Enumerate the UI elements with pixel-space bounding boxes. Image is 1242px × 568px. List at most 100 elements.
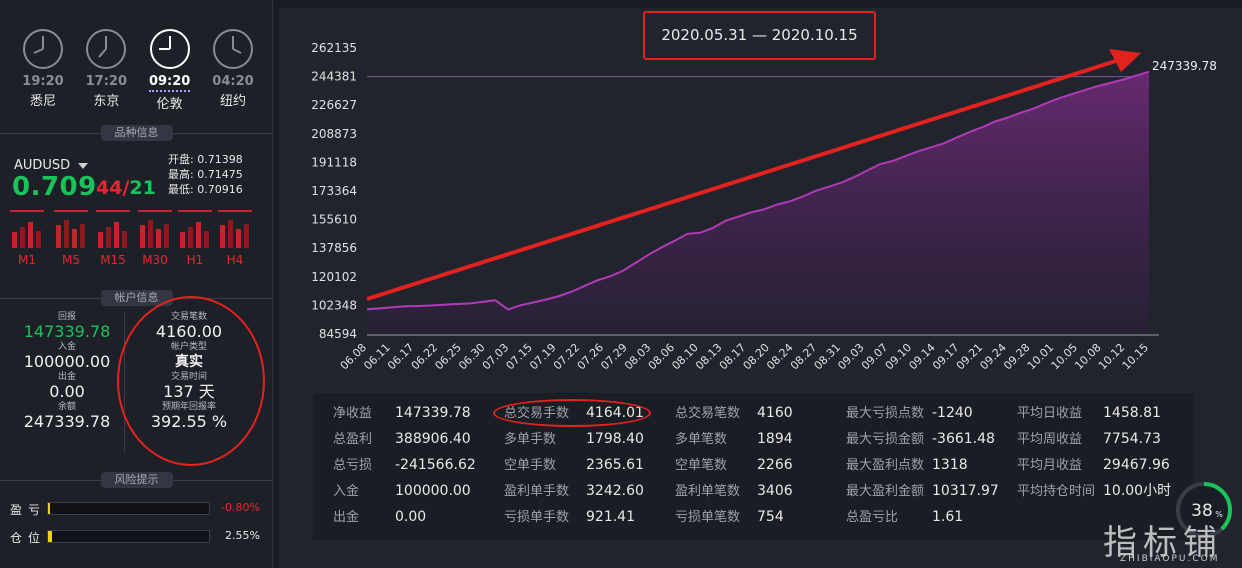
x-tick-label: 08.24 [764,341,795,372]
clock-tokyo[interactable]: 17:20 东京 [81,28,131,120]
stat-value: 29467.96 [1103,457,1170,473]
stat-value: 1798.40 [586,431,644,447]
stat-item: 多单手数 1798.40 [504,429,644,455]
clock-city: 伦敦 [156,97,183,112]
stat-value: 10.00小时 [1103,483,1172,499]
x-tick-label: 08.31 [812,341,843,372]
open-value: 0.71398 [197,153,243,166]
symbol-selector[interactable]: AUDUSD [14,158,89,173]
clock-icon [86,29,127,69]
x-tick-label: 08.20 [741,341,772,372]
x-tick-label: 09.17 [930,341,961,372]
stat-value: 1894 [757,431,793,447]
risk-pnl-bar [47,502,210,515]
signal-bars-icon [10,210,44,248]
timeframe-m5[interactable]: M5 [54,210,88,268]
y-tick-label: 120102 [311,270,357,284]
clock-icon [212,29,253,69]
stat-item: 入金 100000.00 [333,481,476,507]
divider [124,312,125,452]
stat-label: 总亏损 [333,458,373,473]
stat-item: 最大盈利金额 10317.97 [846,481,999,507]
stat-item: 平均日收益 1458.81 [1017,403,1171,429]
world-clocks: 19:20 悉尼 17:20 东京 09:20 伦敦 04:20 纽约 [18,28,258,120]
stat-label: 亏损单笔数 [675,510,741,525]
x-tick-label: 07.26 [575,341,606,372]
section-label: 品种信息 [100,125,173,141]
trades-value: 4160.00 [155,322,223,341]
stat-label: 多单笔数 [675,432,728,447]
stat-item: 多单笔数 1894 [675,429,793,455]
section-label: 风险提示 [100,472,173,488]
y-tick-label: 173364 [311,184,357,198]
x-tick-label: 06.25 [432,341,463,372]
x-tick-label: 08.10 [669,341,700,372]
clock-time: 09:20 [148,74,191,92]
stat-label: 空单手数 [504,458,557,473]
clock-sydney[interactable]: 19:20 悉尼 [18,28,68,120]
y-tick-label: 155610 [311,213,357,227]
ohl-panel: 开盘: 0.71398 最高: 0.71475 最低: 0.70916 [168,152,243,197]
signal-bars-icon [54,210,88,248]
account-left: 回报 147339.78 入金 100000.00 出金 0.00 余额 247… [12,312,122,432]
y-tick-label: 137856 [311,241,357,255]
annual-return-label: 预期年回报率 [161,402,216,412]
stat-label: 亏损单手数 [504,510,570,525]
gauge-unit: % [1215,510,1223,519]
stat-item: 最大亏损金额 -3661.48 [846,429,999,455]
x-tick-label: 10.01 [1025,341,1056,372]
y-tick-label: 102348 [311,298,357,312]
account-right: 交易笔数 4160.00 帐户类型 真实 交易时间 137 天 预期年回报率 3… [136,312,242,432]
stat-item: 最大盈利点数 1318 [846,455,999,481]
trend-arrow-line [366,58,1120,301]
clock-icon [23,29,63,69]
stat-value: 1.61 [932,509,964,525]
open-label: 开盘: [168,153,194,166]
clock-city: 纽约 [219,94,246,109]
x-tick-label: 08.17 [717,341,748,372]
stat-item: 最大亏损点数 -1240 [846,403,999,429]
timeframe-m15[interactable]: M15 [96,210,130,268]
stat-label: 平均持仓时间 [1017,484,1096,499]
y-tick-label: 191118 [311,155,357,169]
stat-item: 净收益 147339.78 [333,403,476,429]
stat-label: 空单笔数 [675,458,728,473]
timeframe-label: M1 [18,253,36,267]
account-type-value: 真实 [175,354,203,370]
progress-gauge[interactable]: 38 % [1175,481,1233,539]
x-tick-label: 07.15 [504,341,535,372]
stat-label: 多单手数 [504,432,557,447]
stats-column: 总交易笔数 4160 多单笔数 1894 空单笔数 2266 盈利单笔数 3406 亏损单笔数 7… [675,403,793,533]
x-tick-label: 08.27 [788,341,819,372]
timeframe-m30[interactable]: M30 [138,210,172,268]
deposit-label: 入金 [57,342,76,352]
timeframe-m1[interactable]: M1 [10,210,44,268]
withdraw-value: 0.00 [49,382,85,401]
stat-label: 平均日收益 [1017,406,1083,421]
x-tick-label: 06.08 [338,341,369,372]
stat-value: 4164.01 [586,405,644,421]
low-label: 最低: [168,183,194,196]
stat-value: 4160 [757,405,793,421]
timeframe-h1[interactable]: H1 [178,210,212,268]
risk-pnl: 盈亏 -0.80% [10,501,260,517]
stat-item: 空单笔数 2266 [675,455,793,481]
section-title-account: 帐户信息 [0,290,273,306]
stat-label: 出金 [333,510,360,525]
stat-item: 总盈亏比 1.61 [846,507,999,533]
x-tick-label: 09.03 [835,341,866,372]
stat-value: 0.00 [395,509,427,525]
stat-label: 最大亏损点数 [846,406,925,421]
timeframe-label: H1 [186,253,204,267]
x-tick-label: 07.22 [551,341,582,372]
clock-london[interactable]: 09:20 伦敦 [145,28,195,120]
signal-bars-icon [96,210,130,248]
last-value-label: 247339.78 [1152,59,1217,73]
clock-newyork[interactable]: 04:20 纽约 [208,28,258,120]
stat-item: 平均月收益 29467.96 [1017,455,1171,481]
timeframe-h4[interactable]: H4 [218,210,252,268]
spread-sell: 44 [96,177,123,199]
y-tick-label: 208873 [311,127,357,141]
stat-item: 总盈利 388906.40 [333,429,476,455]
stat-value: 7754.73 [1103,431,1161,447]
